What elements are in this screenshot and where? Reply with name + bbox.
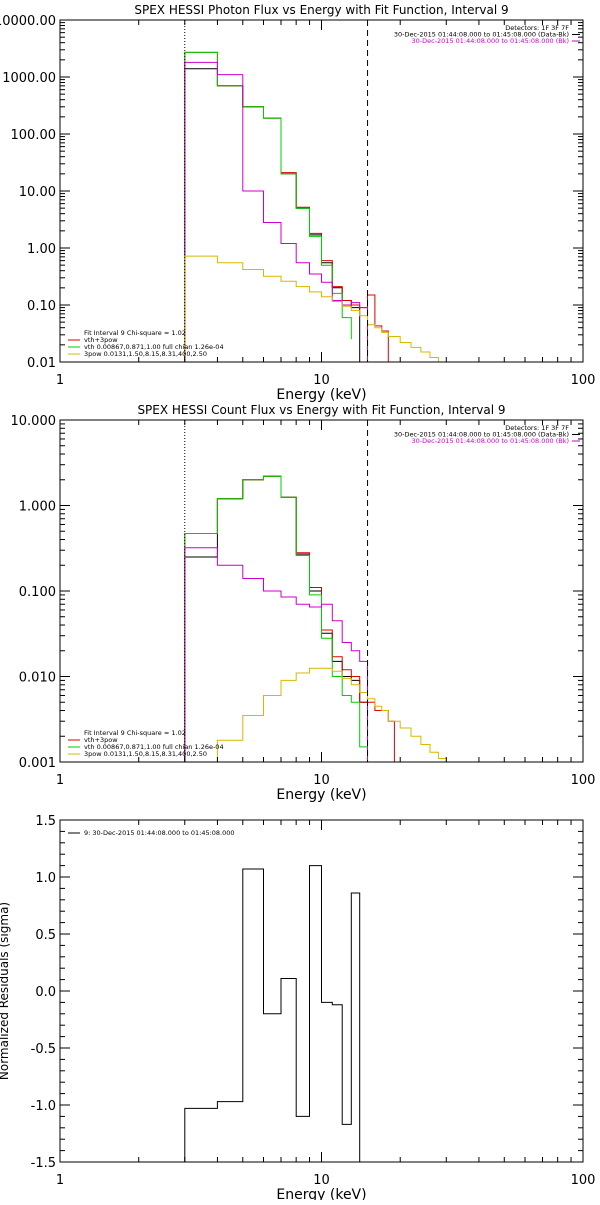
residual-y-tick-label: 0.5 <box>35 928 56 943</box>
photon-y-tick-label: 10.00 <box>19 185 56 200</box>
photon-series-2-line <box>184 51 352 362</box>
count-series-1-line <box>184 475 395 762</box>
count-header-text: 30-Dec-2015 01:44:08.000 to 01:45:08.000… <box>412 437 570 445</box>
photon-series-3-line <box>184 61 368 362</box>
photon-x-axis-label: Energy (keV) <box>276 387 366 403</box>
photon-legend-text: Fit Interval 9 Chi-square = 1.02 <box>84 329 186 337</box>
photon-y-tick-label: 0.10 <box>27 299 56 314</box>
photon-legend-text: 3pow 0.0131,1.50,8.15,8.31,400,2.50 <box>84 350 207 358</box>
residual-x-tick-label: 100 <box>571 1173 596 1188</box>
residual-chart: 1 10 100 Energy (keV) -1.5 -1.0 -0.5 0.0 0.5 1.0 1… <box>0 814 596 1203</box>
photon-legend-text: vth 0.00867,0.871,1.00 full chian 1.26e-… <box>84 343 224 351</box>
count-chart-title: SPEX HESSI Count Flux vs Energy with Fit… <box>137 403 505 417</box>
count-y-tick-label: 0.001 <box>19 756 56 771</box>
photon-x-tick-label: 10 <box>313 373 330 388</box>
count-x-axis-label: Energy (keV) <box>276 787 366 803</box>
count-x-tick-label: 1 <box>56 773 64 788</box>
count-series-group <box>184 475 458 762</box>
residual-x-tick-label: 1 <box>56 1173 64 1188</box>
count-x-tick-label: 100 <box>571 773 596 788</box>
count-series-2-line <box>184 475 368 762</box>
count-header-text: Detectors: 1F 3F 7F <box>505 424 569 432</box>
count-legend-text: Fit Interval 9 Chi-square = 1.02 <box>84 729 186 737</box>
count-legend-text: 3pow 0.0131,1.50,8.15,8.31,400,2.50 <box>84 750 207 758</box>
photon-header-text: 30-Dec-2015 01:44:08.000 to 01:45:08.000… <box>412 37 570 45</box>
photon-header-text: Detectors: 1F 3F 7F <box>505 24 569 32</box>
count-header-text: 30-Dec-2015 01:44:08.000 to 01:45:08.000… <box>394 431 569 439</box>
photon-series-4-line <box>184 255 447 362</box>
count-legend-text: vth 0.00867,0.871,1.00 full chian 1.26e-… <box>84 743 224 751</box>
photon-y-tick-label: 100.00 <box>11 128 57 143</box>
residual-x-tick-label: 10 <box>313 1173 330 1188</box>
residual-x-axis-label: Energy (keV) <box>276 1187 366 1200</box>
residual-y-tick-label: -0.5 <box>31 1042 56 1057</box>
residual-legend-text: 9: 30-Dec-2015 01:44:08.000 to 01:45:08.… <box>84 829 235 837</box>
photon-chart: SPEX HESSI Photon Flux vs Energy with Fi… <box>0 3 595 403</box>
photon-series-0-line <box>184 68 361 362</box>
count-legend-text: vth+3pow <box>84 736 118 744</box>
photon-series-group <box>184 51 447 362</box>
photon-header-text: 30-Dec-2015 01:44:08.000 to 01:45:08.000… <box>394 31 569 39</box>
residual-series-0-line <box>184 865 361 1162</box>
residual-y-tick-label: 1.0 <box>35 871 56 886</box>
residual-y-axis-label: Normalized Residuals (sigma) <box>0 902 11 1080</box>
count-y-tick-label: 10.000 <box>11 414 57 429</box>
residual-y-tick-label: 0.0 <box>35 985 56 1000</box>
photon-y-tick-label: 10000.00 <box>0 14 56 29</box>
photon-axes-frame <box>59 19 584 363</box>
count-series-0-line <box>184 475 368 762</box>
count-series-3-line <box>184 547 368 762</box>
count-x-tick-label: 10 <box>313 773 330 788</box>
photon-series-1-line <box>184 51 389 362</box>
photon-y-tick-label: 0.01 <box>27 356 56 371</box>
residual-y-tick-label: -1.5 <box>31 1156 56 1171</box>
photon-y-tick-label: 1000.00 <box>2 71 56 86</box>
photon-y-tick-label: 1.00 <box>27 242 56 257</box>
photon-x-tick-label: 1 <box>56 373 64 388</box>
residual-series-group <box>184 865 361 1162</box>
photon-x-tick-label: 100 <box>571 373 596 388</box>
photon-legend-text: vth+3pow <box>84 336 118 344</box>
residual-y-tick-label: 1.5 <box>35 814 56 829</box>
count-y-tick-label: 0.100 <box>19 585 56 600</box>
count-y-tick-label: 1.000 <box>19 500 56 515</box>
residual-y-tick-label: -1.0 <box>31 1099 56 1114</box>
count-series-4-line <box>184 667 458 762</box>
count-chart: SPEX HESSI Count Flux vs Energy with Fit… <box>11 403 596 803</box>
photon-chart-title: SPEX HESSI Photon Flux vs Energy with Fi… <box>134 3 508 17</box>
count-y-tick-label: 0.010 <box>19 671 56 686</box>
